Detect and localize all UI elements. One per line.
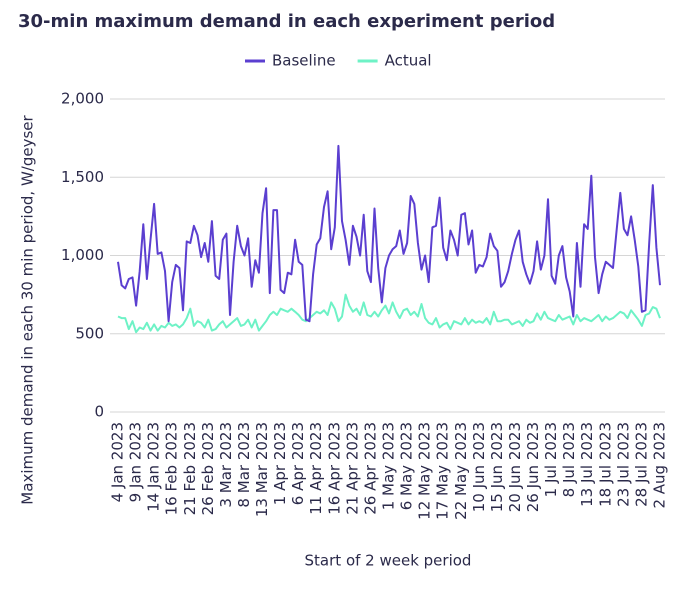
x-tick-label: 3 Mar 2023: [217, 422, 235, 508]
x-tick-label: 13 Jul 2023: [578, 422, 596, 507]
legend-label: Actual: [385, 52, 432, 70]
x-tick-label: 6 Apr 2023: [289, 422, 307, 505]
x-tick-label: 15 Jun 2023: [488, 422, 506, 512]
x-tick-label: 26 Feb 2023: [199, 422, 217, 515]
y-tick-label: 1,500: [61, 168, 104, 186]
x-axis-title: Start of 2 week period: [305, 552, 472, 570]
x-tick-label: 23 Jul 2023: [614, 422, 632, 507]
y-tick-label: 1,000: [61, 246, 104, 264]
x-tick-label: 9 Jan 2023: [127, 422, 145, 502]
y-tick-label: 500: [75, 324, 104, 342]
x-tick-label: 20 Jun 2023: [506, 422, 524, 512]
chart-title: 30-min maximum demand in each experiment…: [18, 11, 555, 32]
x-tick-label: 11 Apr 2023: [307, 422, 325, 515]
y-axis-title: Maximum demand in each 30 min period, W/…: [19, 114, 37, 504]
x-tick-label: 4 Jan 2023: [109, 422, 127, 502]
x-tick-label: 16 Apr 2023: [325, 422, 343, 515]
x-tick-label: 13 Mar 2023: [253, 422, 271, 517]
x-tick-label: 17 May 2023: [434, 422, 452, 520]
series-line: [117, 144, 661, 323]
x-tick-label: 1 Jul 2023: [542, 422, 560, 497]
x-tick-label: 18 Jul 2023: [596, 422, 614, 507]
x-tick-label: 28 Jul 2023: [632, 422, 650, 507]
y-tick-label: 0: [94, 403, 104, 421]
x-tick-label: 14 Jan 2023: [145, 422, 163, 512]
x-tick-label: 26 Apr 2023: [361, 422, 379, 515]
x-tick-label: 21 Feb 2023: [181, 422, 199, 515]
x-tick-label: 10 Jun 2023: [470, 422, 488, 512]
x-tick-label: 8 Mar 2023: [235, 422, 253, 508]
x-tick-label: 16 Feb 2023: [163, 422, 181, 515]
x-tick-label: 22 May 2023: [452, 422, 470, 520]
x-tick-label: 12 May 2023: [416, 422, 434, 520]
series-line: [117, 293, 661, 334]
x-tick-label: 26 Jun 2023: [524, 422, 542, 512]
x-tick-label: 8 Jul 2023: [560, 422, 578, 497]
x-tick-label: 21 Apr 2023: [343, 422, 361, 515]
x-tick-label: 6 May 2023: [398, 422, 416, 510]
x-tick-label: 1 Apr 2023: [271, 422, 289, 505]
legend-label: Baseline: [272, 52, 336, 70]
x-tick-label: 1 May 2023: [380, 422, 398, 510]
y-tick-label: 2,000: [61, 90, 104, 108]
x-tick-label: 2 Aug 2023: [651, 422, 669, 509]
